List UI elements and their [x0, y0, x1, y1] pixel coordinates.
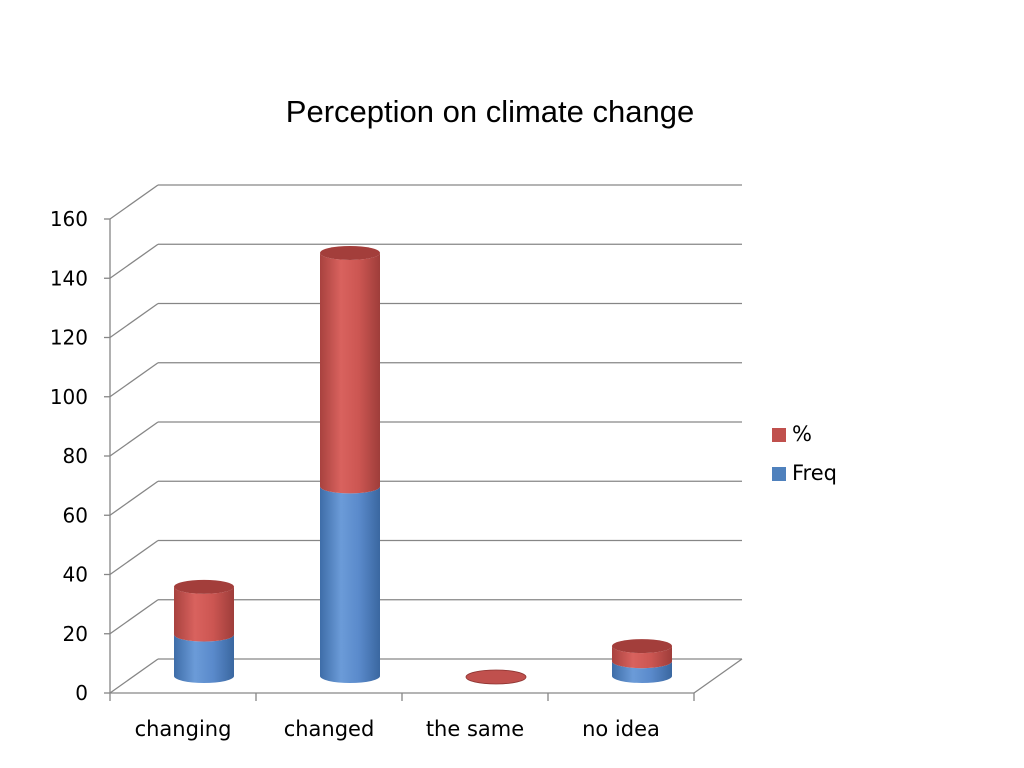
- bar-layer: [174, 245, 672, 685]
- bar-segment-%: [612, 646, 672, 669]
- gridline-side: [109, 599, 159, 635]
- bar-segment-Freq: [174, 634, 234, 683]
- bar-top-cap: [174, 579, 234, 594]
- legend-swatch: [772, 428, 786, 442]
- gridline-side: [109, 243, 159, 279]
- y-tick-label: 60: [63, 503, 88, 527]
- x-axis-categories: changing changed the same no idea: [109, 693, 695, 741]
- gridline-side: [109, 362, 159, 398]
- gridline-side: [109, 480, 159, 516]
- x-category-label: no idea: [582, 717, 660, 741]
- gridline-side: [109, 539, 159, 576]
- bar-top-cap: [612, 639, 672, 654]
- y-axis-ticks: 0 20 40 60 80 100 120 140 160: [50, 207, 110, 705]
- y-tick-label: 0: [75, 681, 88, 705]
- bar-segment-Freq: [320, 486, 380, 683]
- y-tick-label: 140: [50, 266, 88, 290]
- bar-segment-%: [174, 586, 234, 642]
- x-category-label: changed: [284, 717, 375, 741]
- floor-right-edge: [693, 658, 743, 694]
- y-tick-label: 100: [50, 385, 88, 409]
- y-tick-label: 40: [63, 563, 88, 587]
- bar-segment-%: [320, 252, 380, 494]
- legend-swatch: [772, 467, 786, 481]
- bar-top-cap: [320, 245, 380, 260]
- legend: % Freq: [772, 422, 837, 485]
- gridline-side: [109, 421, 159, 457]
- bar-segment-Freq: [612, 661, 672, 683]
- y-tick-label: 80: [63, 444, 88, 468]
- y-tick-label: 120: [50, 326, 88, 350]
- chart-title: Perception on climate change: [285, 94, 695, 129]
- x-category-label: the same: [426, 717, 524, 741]
- gridline-side: [109, 658, 159, 694]
- legend-label: %: [792, 422, 812, 446]
- x-category-label: changing: [135, 717, 232, 741]
- y-tick-label: 160: [50, 207, 88, 231]
- grid-layer: [109, 184, 743, 694]
- gridline-side: [109, 184, 159, 220]
- legend-label: Freq: [792, 461, 837, 485]
- y-tick-label: 20: [63, 622, 88, 646]
- bar-zero-disk: [465, 669, 527, 685]
- gridline-side: [109, 302, 159, 339]
